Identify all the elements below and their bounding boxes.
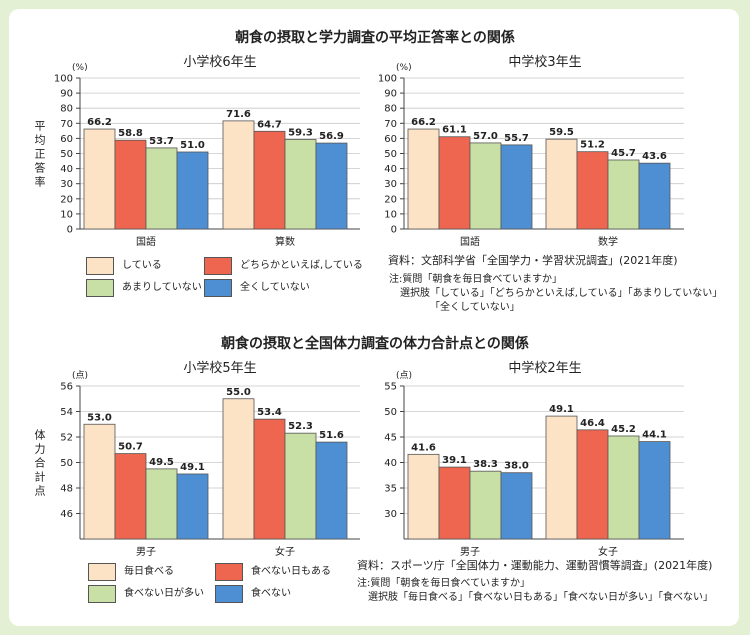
legend2-swatch-3 — [88, 585, 116, 603]
legend-swatch-1 — [86, 257, 114, 275]
options-note-academic-2: 「全くしていない」 — [430, 302, 520, 313]
options-note-fitness: 選択肢「毎日食べる」「食べない日もある」「食べない日が多い」「食べない」 — [368, 592, 713, 603]
content-card — [9, 9, 739, 626]
legend-label-3: あまりしていない — [122, 282, 202, 293]
section-title-fitness: 朝食の摂取と全国体力調査の体力合計点との関係 — [221, 336, 529, 352]
legend2-label-3: 食べない日が多い — [124, 588, 204, 599]
question-note-academic: 注:質問「朝食を毎日食べていますか」 — [389, 274, 562, 285]
panel-title-junior3: 中学校3年生 — [508, 55, 582, 70]
legend-swatch-3 — [86, 279, 114, 297]
legend-label-1: している — [122, 260, 162, 271]
source-note-academic: 資料：文部科学省「全国学力・学習状況調査」(2021年度) — [388, 254, 678, 267]
legend2-swatch-4 — [215, 585, 243, 603]
source-note-fitness: 資料：スポーツ庁「全国体力・運動能力、運動習慣等調査」(2021年度) — [357, 559, 713, 572]
legend-label-4: 全くしていない — [240, 282, 310, 293]
legend2-label-1: 毎日食べる — [124, 566, 174, 577]
legend2-label-2: 食べない日もある — [251, 566, 331, 577]
panel-title-elementary6: 小学校6年生 — [183, 55, 257, 70]
legend-swatch-2 — [204, 257, 232, 275]
legend2-swatch-2 — [215, 563, 243, 581]
legend2-label-4: 食べない — [251, 588, 291, 599]
options-note-academic-1: 選択肢「している」「どちらかといえば,している」「あまりしていない」 — [400, 288, 723, 299]
panel-title-junior2: 中学校2年生 — [508, 361, 582, 376]
question-note-fitness: 注:質問「朝食を毎日食べていますか」 — [357, 578, 530, 589]
legend-swatch-4 — [204, 279, 232, 297]
panel-title-elementary5: 小学校5年生 — [183, 361, 257, 376]
section-title-academic: 朝食の摂取と学力調査の平均正答率との関係 — [235, 30, 515, 46]
legend-label-2: どちらかといえば,している — [240, 260, 363, 271]
legend2-swatch-1 — [88, 563, 116, 581]
